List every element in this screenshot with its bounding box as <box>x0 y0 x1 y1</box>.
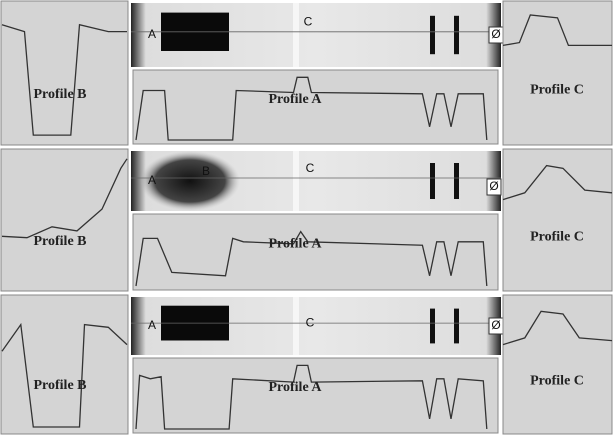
bright-line <box>293 3 299 67</box>
profile-a-label: Profile A <box>268 380 322 395</box>
image-label: Ø <box>491 318 500 332</box>
profile-c-panel <box>503 1 612 145</box>
profile-c-panel <box>503 149 612 291</box>
dark-line <box>430 309 435 344</box>
profile-c-label: Profile C <box>530 374 584 389</box>
image-label: A <box>148 173 156 187</box>
profile-b-label: Profile B <box>33 234 86 249</box>
figure: Profile B A C Ø Profile A Profile C Profile B A… <box>0 0 613 435</box>
profile-a-panel <box>133 358 498 433</box>
image-label: Ø <box>491 27 500 41</box>
dark-line <box>430 16 435 54</box>
dark-line <box>430 163 435 199</box>
dark-line <box>454 163 459 199</box>
dark-line <box>454 309 459 344</box>
image-label: A <box>148 27 156 41</box>
profile-a-label: Profile A <box>268 92 322 107</box>
image-label: Ø <box>489 179 498 193</box>
profile-b-panel <box>1 1 128 145</box>
profile-c-panel <box>503 295 612 434</box>
bright-line <box>293 297 299 355</box>
profile-c-label: Profile C <box>530 229 584 244</box>
image-label: A <box>148 318 156 332</box>
bright-line <box>293 151 299 211</box>
image-label: C <box>304 14 313 28</box>
image-label: C <box>306 161 315 175</box>
profile-a-panel <box>133 214 498 290</box>
profile-c-label: Profile C <box>530 83 584 98</box>
page: {"rows": [ {"profile_b": "Profile B", "i… <box>0 0 613 435</box>
dark-line <box>454 16 459 54</box>
profile-a-label: Profile A <box>268 237 322 252</box>
profile-b-label: Profile B <box>33 87 86 102</box>
profile-a-panel <box>133 70 498 144</box>
image-label: C <box>306 315 315 329</box>
profile-b-label: Profile B <box>33 378 86 393</box>
profile-b-panel <box>1 149 128 291</box>
profile-b-panel <box>1 295 128 434</box>
image-label: B <box>202 164 210 178</box>
